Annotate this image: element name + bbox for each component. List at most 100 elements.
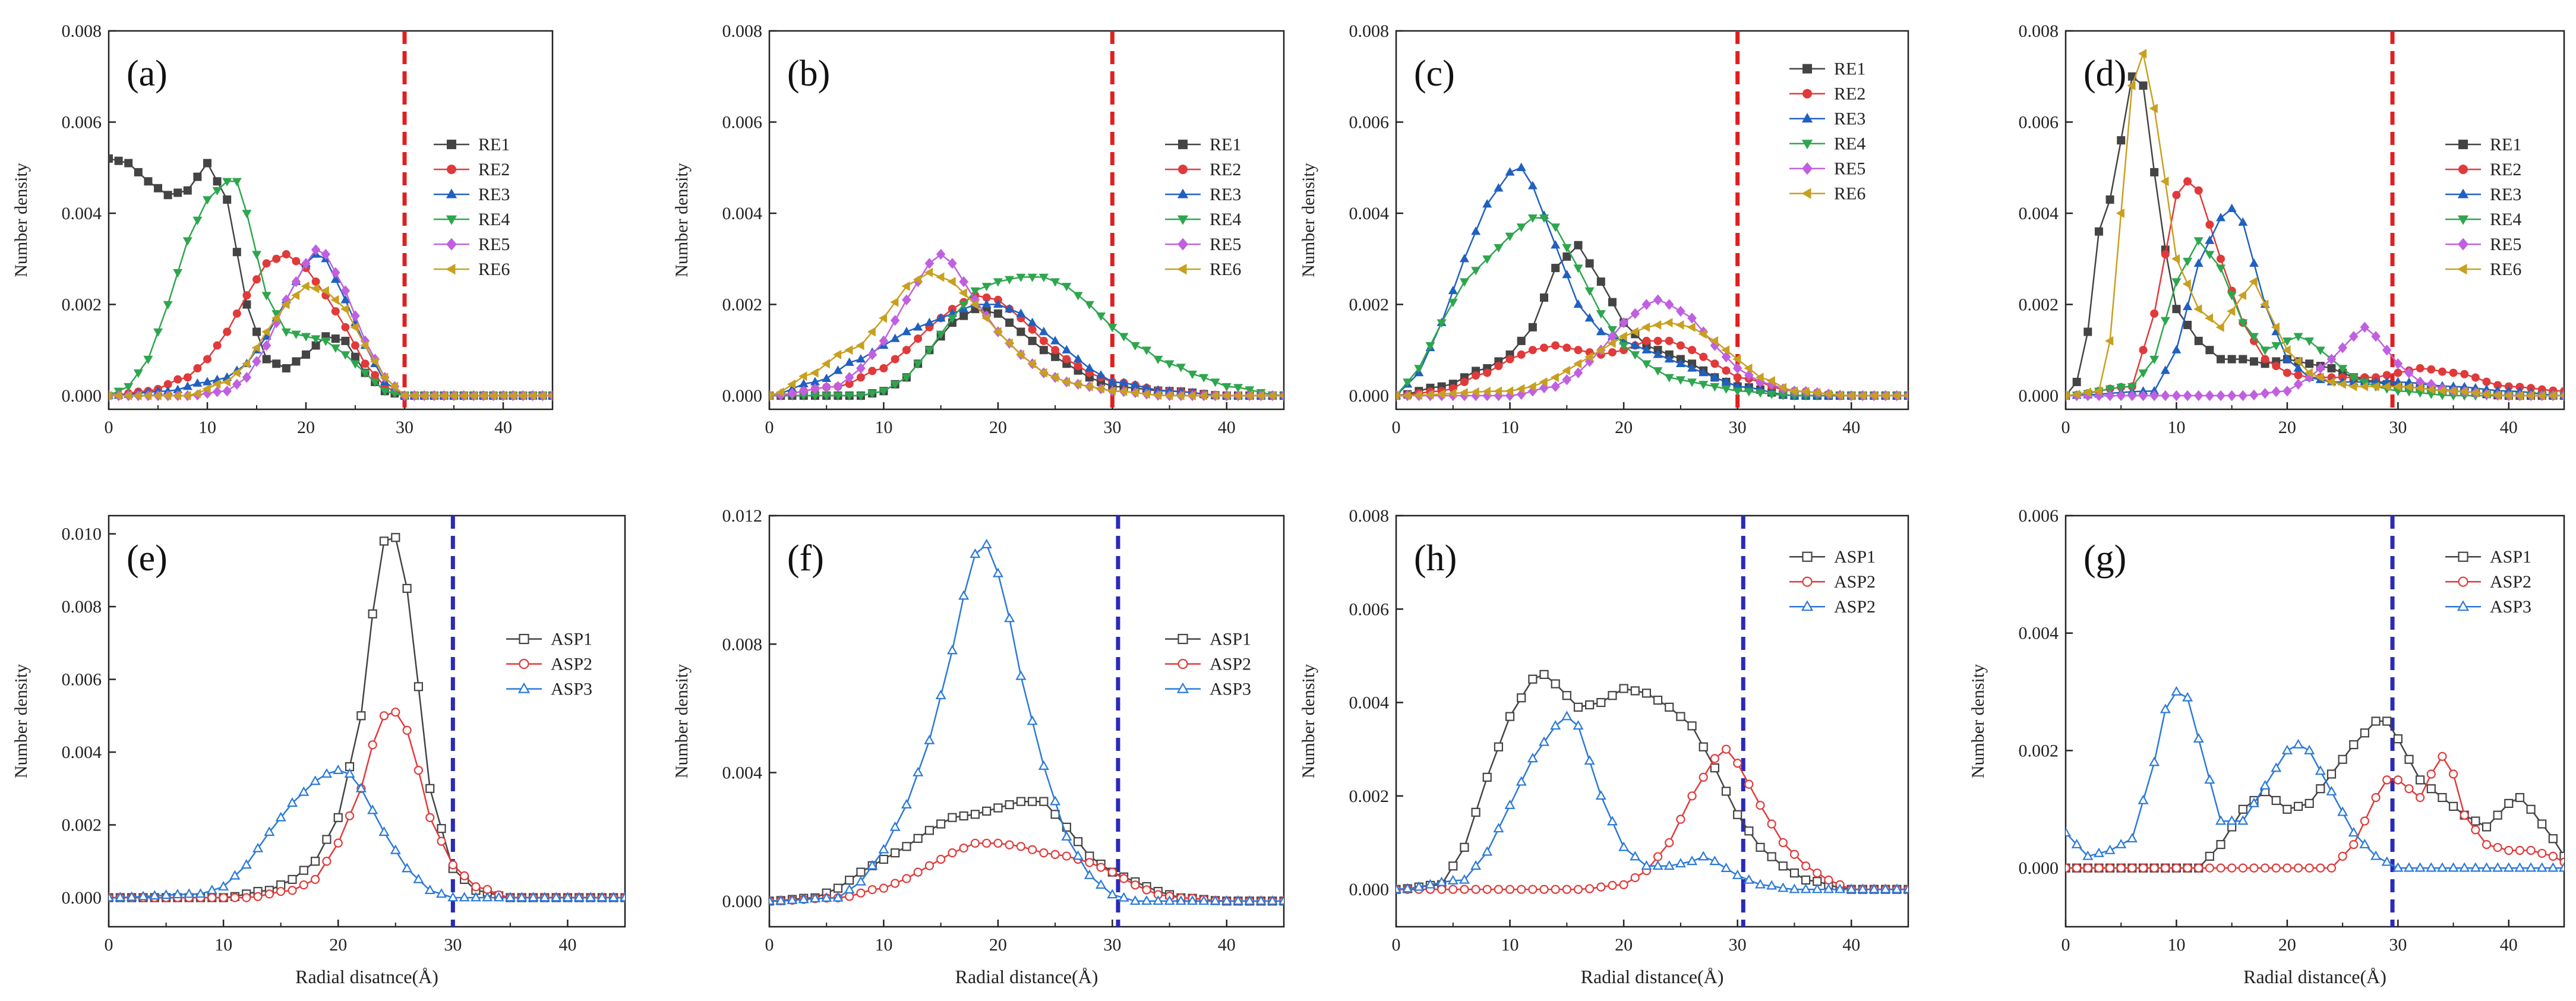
data-point: [1687, 791, 1697, 801]
data-point: [232, 368, 241, 378]
data-point: [321, 337, 331, 346]
data-point: [1482, 387, 1491, 397]
data-point: [1396, 390, 1400, 400]
data-point: [508, 390, 517, 400]
data-point: [330, 295, 339, 305]
legend-marker: [2457, 600, 2470, 611]
data-point: [1732, 869, 1743, 879]
data-point: [1233, 390, 1242, 400]
legend-marker: [1801, 188, 1811, 199]
series-asp1: [2066, 716, 2564, 873]
data-point: [855, 392, 866, 401]
data-point: [281, 299, 290, 310]
data-point: [1902, 883, 1908, 893]
legend-marker: [519, 658, 529, 670]
data-point: [1721, 744, 1731, 754]
data-point: [2249, 389, 2259, 401]
data-point: [1483, 368, 1492, 377]
data-point: [1050, 336, 1060, 345]
data-point: [959, 276, 968, 288]
data-point: [2227, 292, 2237, 301]
data-point: [1608, 691, 1617, 700]
y-tick-label: 0.002: [2019, 741, 2059, 760]
data-point: [2460, 370, 2469, 378]
data-point: [1062, 851, 1071, 861]
data-point: [2116, 208, 2124, 218]
data-point: [144, 177, 153, 186]
data-point: [2261, 355, 2269, 364]
series-asp3: [2066, 686, 2564, 872]
data-point: [2548, 834, 2558, 844]
data-point: [1789, 868, 1800, 878]
data-point: [281, 328, 291, 337]
x-axis-label: Radial distance(Å): [2243, 966, 2386, 987]
data-point: [2526, 804, 2536, 814]
legend-marker: [1177, 215, 1189, 225]
data-point: [1005, 276, 1015, 285]
data-point: [1573, 359, 1582, 369]
y-tick-label: 0.002: [1349, 787, 1390, 806]
series-re4: [1396, 214, 1908, 401]
data-point: [1699, 742, 1708, 751]
data-point: [2160, 703, 2171, 713]
data-point: [1119, 333, 1129, 342]
data-point: [229, 870, 241, 880]
data-point: [2504, 798, 2514, 809]
data-point: [1221, 390, 1230, 400]
data-point: [2182, 279, 2191, 289]
data-point: [1233, 384, 1243, 393]
data-point: [958, 288, 967, 298]
series-line: [1396, 748, 1908, 891]
data-point: [959, 301, 969, 310]
data-point: [344, 768, 355, 778]
data-point: [1107, 386, 1116, 396]
data-point: [2348, 330, 2359, 342]
data-point: [1142, 346, 1152, 355]
data-point: [2381, 856, 2392, 866]
series-re3: [769, 299, 1284, 399]
data-point: [251, 343, 260, 353]
x-tick-label: 20: [989, 418, 1007, 437]
data-point: [1131, 880, 1140, 890]
data-point: [2471, 825, 2480, 835]
data-point: [2459, 387, 2468, 397]
data-point: [2083, 863, 2092, 873]
data-point: [272, 359, 281, 368]
data-point: [1573, 264, 1583, 273]
data-point: [2238, 217, 2248, 226]
data-point: [855, 354, 866, 363]
data-point: [2183, 177, 2192, 186]
data-point: [936, 248, 946, 260]
data-point: [902, 874, 911, 883]
data-point: [1016, 273, 1026, 282]
data-point: [1699, 772, 1708, 782]
legend-label: RE5: [2490, 235, 2521, 254]
data-point: [1528, 323, 1537, 331]
data-point: [924, 346, 935, 355]
data-point: [1721, 377, 1731, 386]
data-point: [1210, 378, 1220, 387]
data-point: [2348, 381, 2357, 391]
data-point: [1801, 875, 1811, 885]
data-point: [1027, 317, 1037, 326]
data-point: [2304, 798, 2314, 809]
series-re4: [769, 273, 1284, 401]
data-point: [1471, 267, 1481, 276]
data-point: [1596, 882, 1606, 892]
data-point: [262, 355, 271, 364]
data-point: [844, 392, 854, 401]
data-point: [2359, 838, 2370, 848]
data-point: [1517, 336, 1526, 345]
data-point: [1756, 800, 1765, 810]
data-point: [1561, 365, 1571, 375]
data-point: [958, 590, 970, 600]
data-point: [2215, 815, 2227, 825]
y-tick-label: 0.008: [722, 634, 763, 654]
y-tick-label: 0.006: [1349, 599, 1390, 619]
data-point: [2238, 319, 2248, 328]
legend-label: RE4: [1210, 210, 1241, 229]
legend-marker: [1177, 658, 1188, 670]
data-point: [1505, 355, 1514, 364]
legend-marker: [1802, 64, 1812, 74]
data-point: [2126, 833, 2138, 843]
